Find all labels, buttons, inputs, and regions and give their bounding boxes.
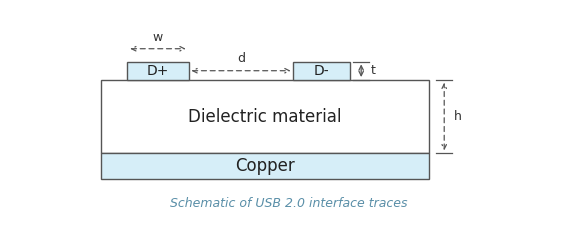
Bar (101, 153, 429, 179)
Text: D-: D- (314, 64, 329, 78)
Bar (101, 80, 429, 153)
Text: h: h (454, 110, 462, 123)
Bar (293, 62, 350, 80)
Text: Dielectric material: Dielectric material (188, 108, 342, 125)
Text: t: t (371, 64, 376, 77)
Text: D+: D+ (147, 64, 169, 78)
Text: Schematic of USB 2.0 interface traces: Schematic of USB 2.0 interface traces (170, 197, 408, 210)
Text: d: d (237, 52, 245, 65)
Bar (127, 62, 188, 80)
Text: w: w (153, 31, 163, 44)
Text: Copper: Copper (235, 157, 295, 175)
